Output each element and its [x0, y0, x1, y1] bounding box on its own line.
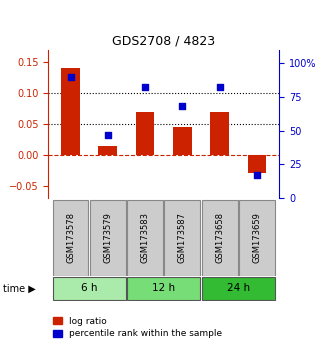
Point — [180, 103, 185, 109]
FancyBboxPatch shape — [239, 200, 275, 276]
Text: time ▶: time ▶ — [3, 284, 36, 293]
Bar — [136, 112, 154, 155]
Text: 12 h: 12 h — [152, 283, 175, 293]
FancyBboxPatch shape — [202, 200, 238, 276]
FancyBboxPatch shape — [202, 278, 275, 299]
Point — [217, 85, 222, 90]
Text: 24 h: 24 h — [227, 283, 250, 293]
FancyBboxPatch shape — [53, 200, 88, 276]
Text: GSM173658: GSM173658 — [215, 212, 224, 263]
Text: GSM173579: GSM173579 — [103, 212, 112, 263]
FancyBboxPatch shape — [127, 278, 200, 299]
FancyBboxPatch shape — [53, 278, 126, 299]
FancyBboxPatch shape — [164, 200, 200, 276]
Bar — [173, 127, 192, 155]
Bar — [210, 112, 229, 155]
Text: GSM173578: GSM173578 — [66, 212, 75, 263]
Point — [105, 132, 110, 138]
Text: GSM173587: GSM173587 — [178, 212, 187, 263]
Text: 6 h: 6 h — [81, 283, 97, 293]
Text: GSM173583: GSM173583 — [141, 212, 150, 263]
Point — [143, 85, 148, 90]
Title: GDS2708 / 4823: GDS2708 / 4823 — [112, 34, 215, 47]
Bar — [99, 145, 117, 155]
Bar — [247, 155, 266, 173]
Legend: log ratio, percentile rank within the sample: log ratio, percentile rank within the sa… — [53, 316, 222, 338]
Text: GSM173659: GSM173659 — [252, 212, 261, 263]
FancyBboxPatch shape — [127, 200, 163, 276]
Point — [68, 74, 73, 79]
FancyBboxPatch shape — [90, 200, 126, 276]
Bar — [61, 68, 80, 155]
Point — [254, 172, 259, 178]
